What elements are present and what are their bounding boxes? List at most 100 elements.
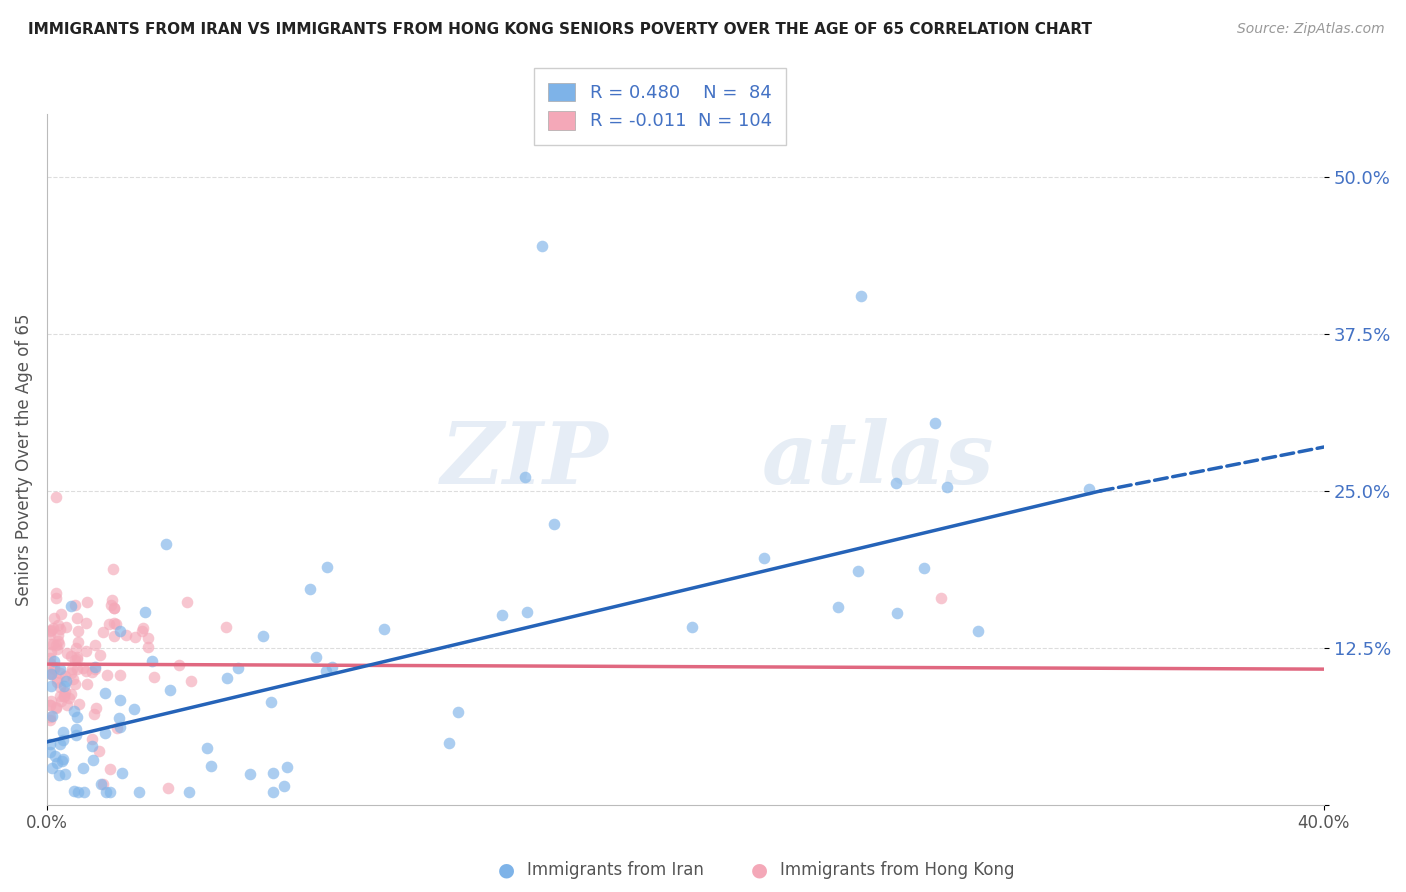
- Point: [52, 689, 75, 703]
- Point: [55, 620, 77, 634]
- Point: [65, 598, 87, 612]
- Point: [924, 416, 946, 430]
- Point: [321, 660, 343, 674]
- Point: [530, 239, 553, 253]
- Point: [45, 638, 67, 652]
- Point: [39, 624, 62, 638]
- Point: [39, 710, 62, 724]
- Point: [103, 601, 125, 615]
- Point: [46, 756, 69, 771]
- Point: [155, 536, 177, 550]
- Point: [46, 634, 69, 648]
- Point: [39, 637, 62, 651]
- Point: [45, 700, 67, 714]
- Point: [39, 737, 62, 751]
- Point: [115, 628, 138, 642]
- Point: [515, 469, 537, 483]
- Point: [48, 637, 70, 651]
- Point: [60, 662, 83, 676]
- Point: [39, 624, 62, 638]
- Point: [75, 616, 97, 631]
- Point: [44, 749, 66, 764]
- Point: [72, 761, 94, 775]
- Point: [100, 593, 122, 607]
- Point: [52, 732, 75, 747]
- Point: [62, 672, 84, 686]
- Point: [179, 673, 201, 688]
- Point: [912, 561, 935, 575]
- Point: [96, 668, 118, 682]
- Point: [124, 630, 146, 644]
- Point: [84, 638, 107, 652]
- Point: [446, 706, 468, 720]
- Point: [45, 490, 67, 504]
- Point: [315, 560, 337, 574]
- Point: [60, 648, 83, 663]
- Point: [176, 595, 198, 609]
- Point: [51, 694, 73, 708]
- Point: [55, 673, 77, 688]
- Point: [929, 591, 952, 605]
- Point: [262, 785, 284, 799]
- Text: Source: ZipAtlas.com: Source: ZipAtlas.com: [1237, 22, 1385, 37]
- Point: [103, 629, 125, 643]
- Point: [66, 624, 89, 639]
- Point: [39, 667, 62, 681]
- Point: [159, 683, 181, 698]
- Point: [56, 698, 79, 713]
- Text: ZIP: ZIP: [441, 417, 609, 501]
- Point: [80, 739, 103, 754]
- Point: [104, 617, 127, 632]
- Point: [491, 608, 513, 623]
- Point: [215, 620, 238, 634]
- Point: [101, 562, 124, 576]
- Point: [276, 760, 298, 774]
- Point: [39, 627, 62, 641]
- Point: [46, 641, 69, 656]
- Point: [65, 640, 87, 655]
- Point: [44, 654, 66, 668]
- Text: atlas: atlas: [762, 417, 994, 501]
- Point: [262, 766, 284, 780]
- Point: [305, 650, 328, 665]
- Point: [96, 785, 118, 799]
- Point: [89, 648, 111, 662]
- Point: [49, 665, 72, 680]
- Point: [42, 662, 65, 676]
- Point: [827, 600, 849, 615]
- Point: [39, 745, 62, 759]
- Point: [681, 620, 703, 634]
- Point: [315, 665, 337, 679]
- Point: [66, 635, 89, 649]
- Point: [63, 704, 86, 718]
- Point: [132, 621, 155, 635]
- Text: ●: ●: [498, 860, 515, 880]
- Point: [65, 653, 87, 667]
- Point: [886, 606, 908, 620]
- Point: [98, 762, 121, 776]
- Point: [42, 659, 65, 673]
- Point: [46, 628, 69, 642]
- Point: [108, 624, 131, 638]
- Point: [39, 667, 62, 681]
- Point: [59, 687, 82, 701]
- Point: [39, 650, 62, 665]
- Point: [76, 595, 98, 609]
- Point: [91, 777, 114, 791]
- Point: [967, 624, 990, 638]
- Point: [39, 713, 62, 727]
- Point: [49, 607, 72, 622]
- Y-axis label: Seniors Poverty Over the Age of 65: Seniors Poverty Over the Age of 65: [15, 313, 32, 606]
- Point: [752, 551, 775, 566]
- Point: [75, 664, 97, 678]
- Point: [39, 666, 62, 681]
- Point: [59, 599, 82, 613]
- Point: [65, 722, 87, 736]
- Point: [46, 617, 69, 632]
- Point: [516, 605, 538, 619]
- Point: [91, 624, 114, 639]
- Point: [51, 754, 73, 768]
- Point: [45, 701, 67, 715]
- Point: [273, 780, 295, 794]
- Point: [97, 617, 120, 632]
